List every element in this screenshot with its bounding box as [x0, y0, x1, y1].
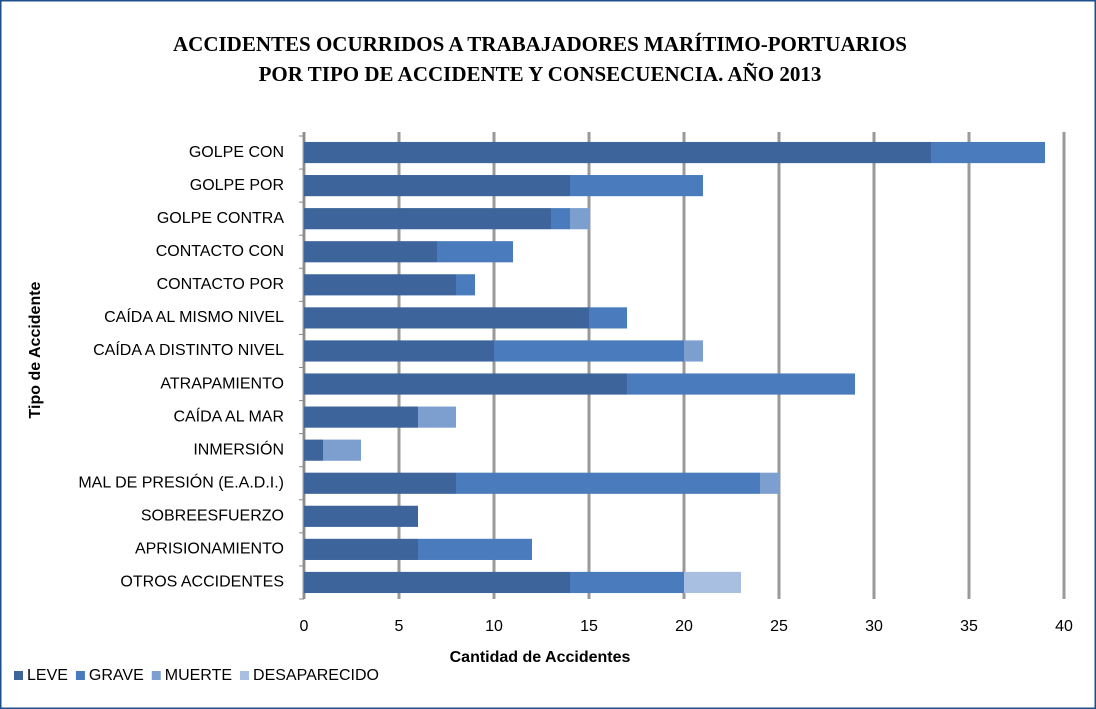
bar-segment — [570, 571, 684, 594]
x-axis-title: Cantidad de Accidentes — [450, 649, 631, 666]
bar-segment — [304, 538, 418, 560]
bar-segment — [304, 175, 570, 197]
y-tick-label: APRISIONAMIENTO — [135, 541, 284, 558]
y-tick-label: INMERSIÓN — [193, 439, 284, 458]
bar-segment — [418, 406, 456, 428]
bar-segment — [570, 175, 703, 197]
bar-segment — [931, 141, 1045, 164]
bar-segment — [304, 406, 418, 428]
chart-title: ACCIDENTES OCURRIDOS A TRABAJADORES MARÍ… — [173, 32, 907, 56]
legend-swatch — [75, 671, 85, 680]
y-tick-label: CAÍDA A DISTINTO NIVEL — [93, 340, 284, 359]
y-tick-label: CONTACTO POR — [157, 276, 284, 293]
bar-segment — [323, 439, 361, 461]
y-tick-label: MAL DE PRESIÓN (E.A.D.I.) — [78, 472, 284, 491]
bar-segment — [304, 472, 456, 494]
y-tick-label: CAÍDA AL MISMO NIVEL — [104, 307, 284, 326]
x-tick-label: 0 — [300, 618, 309, 635]
bar-segment — [456, 472, 760, 494]
y-tick-label: GOLPE CONTRA — [157, 210, 284, 227]
legend-swatch — [14, 671, 23, 680]
legend-label: DESAPARECIDO — [253, 667, 379, 684]
y-tick-label: ATRAPAMIENTO — [160, 375, 284, 392]
y-tick-label: SOBREESFUERZO — [141, 508, 284, 525]
bar-segment — [304, 274, 456, 296]
bar-segment — [627, 373, 855, 395]
legend-label: LEVE — [27, 667, 68, 684]
bar-segment — [304, 505, 418, 527]
chart-title: POR TIPO DE ACCIDENTE Y CONSECUENCIA. AÑ… — [259, 62, 822, 86]
y-tick-label: GOLPE CON — [189, 144, 284, 161]
bar-segment — [456, 274, 475, 296]
bar-segment — [684, 571, 741, 594]
bar-segment — [304, 571, 570, 594]
bar-segment — [437, 241, 513, 263]
y-tick-label: GOLPE POR — [190, 177, 284, 194]
legend-label: GRAVE — [89, 667, 144, 684]
x-tick-label: 10 — [485, 618, 503, 635]
bar-segment — [304, 208, 551, 230]
bar-segment — [589, 307, 627, 329]
bar-segment — [760, 472, 779, 494]
y-axis-title: Tipo de Accidente — [27, 281, 44, 418]
legend-swatch — [151, 671, 161, 680]
y-tick-label: CAÍDA AL MAR — [173, 406, 284, 425]
bar-segment — [418, 538, 532, 560]
legend-swatch — [240, 671, 250, 680]
x-tick-label: 15 — [580, 618, 598, 635]
bar-segment — [304, 141, 931, 164]
x-tick-label: 5 — [395, 618, 404, 635]
bar-segment — [684, 340, 703, 362]
legend-label: MUERTE — [165, 667, 232, 684]
bar-segment — [570, 208, 589, 230]
bar-segment — [304, 340, 494, 362]
bar-segment — [551, 208, 570, 230]
bar-segment — [304, 307, 589, 329]
bar-segment — [304, 439, 323, 461]
bar-segment — [494, 340, 684, 362]
bar-segment — [304, 241, 437, 263]
x-tick-label: 20 — [675, 618, 693, 635]
y-tick-label: CONTACTO CON — [156, 243, 284, 260]
bar-segment — [304, 373, 627, 395]
x-tick-label: 30 — [865, 618, 883, 635]
x-tick-label: 40 — [1055, 618, 1073, 635]
y-tick-label: OTROS ACCIDENTES — [120, 574, 284, 591]
x-tick-label: 35 — [960, 618, 978, 635]
x-tick-label: 25 — [770, 618, 788, 635]
